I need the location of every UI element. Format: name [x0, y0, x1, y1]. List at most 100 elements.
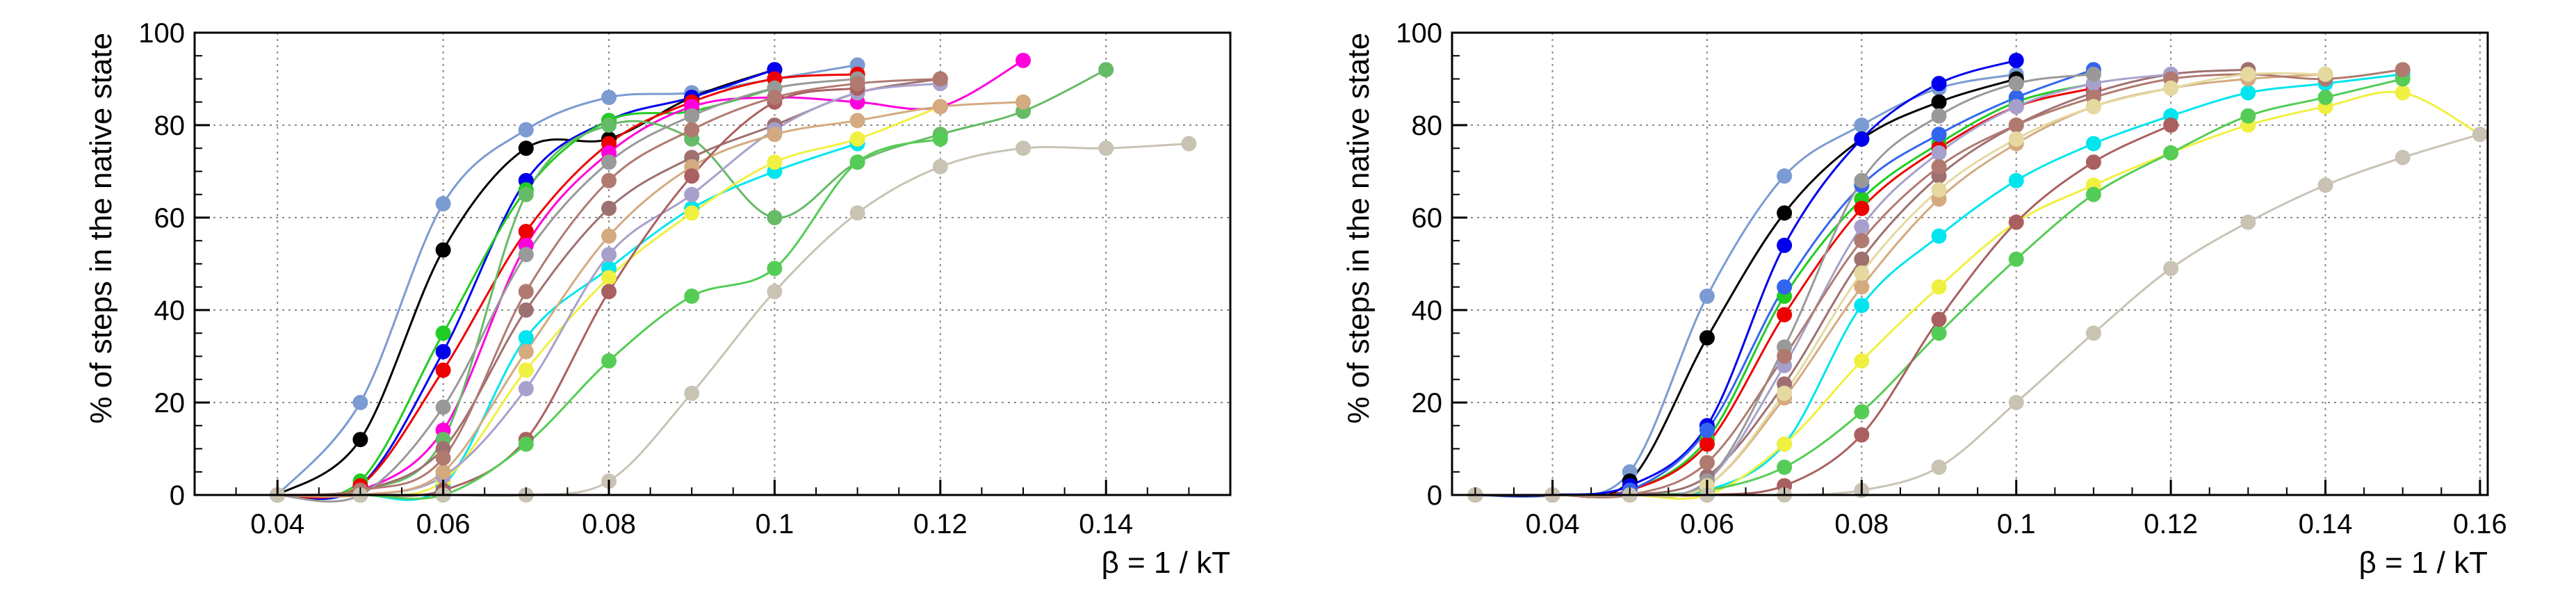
data-point [1854, 117, 1870, 133]
data-point [1931, 460, 1947, 476]
data-point [2085, 136, 2101, 152]
data-point [1854, 265, 1870, 281]
x-tick-label: 0.14 [2299, 509, 2353, 539]
series-line [277, 143, 1189, 497]
chart-left-svg: 0.04 0.06 0.08 0.1 0.12 0.14 0 20 40 60 80 100 β = 1… [84, 18, 1232, 580]
data-point [1016, 94, 1031, 110]
data-point [1854, 353, 1870, 369]
data-point [2008, 251, 2024, 267]
data-point [2472, 127, 2488, 143]
data-point [2240, 108, 2256, 124]
data-point [932, 99, 948, 115]
data-point [1016, 140, 1031, 156]
x-tick-label: 0.04 [250, 509, 304, 539]
series-line [277, 59, 1024, 498]
data-point [1931, 279, 1947, 295]
x-tick-label: 0.1 [756, 509, 794, 539]
data-point [435, 196, 451, 212]
data-point [684, 108, 700, 124]
series-line [1475, 72, 2326, 498]
data-point [435, 399, 451, 415]
data-point [1854, 279, 1870, 295]
data-point [1098, 62, 1114, 78]
data-point [2163, 117, 2179, 133]
data-point [2163, 261, 2179, 277]
data-point [435, 242, 451, 258]
x-tick-label: 0.06 [1680, 509, 1734, 539]
data-point [601, 228, 617, 244]
data-point [518, 330, 534, 346]
y-tick-label: 0 [1427, 480, 1442, 511]
series-line [277, 73, 858, 499]
data-point [1777, 460, 1793, 476]
data-point [2008, 117, 2024, 133]
data-point [601, 284, 617, 300]
data-point [1098, 140, 1114, 156]
y-tick-label: 80 [154, 111, 186, 141]
axis-ticks [194, 31, 1231, 496]
series-line [277, 78, 940, 496]
chart-right-svg: 0.04 0.06 0.08 0.1 0.12 0.14 0.16 0 20 40 60 80 100 β… [1342, 18, 2507, 580]
series-line [277, 68, 1107, 497]
data-point [435, 464, 451, 480]
data-point [2163, 80, 2179, 96]
data-point [2240, 66, 2256, 82]
data-point [1777, 279, 1793, 295]
y-tick-label: 100 [138, 18, 185, 49]
data-point [1016, 52, 1031, 68]
data-point [518, 343, 534, 359]
data-point [518, 223, 534, 239]
y-tick-label: 20 [1412, 388, 1443, 419]
y-axis-label: % of steps in the native state [84, 33, 118, 424]
data-point [1699, 455, 1715, 471]
data-point [1931, 182, 1947, 198]
data-point [601, 353, 617, 369]
data-point [2008, 131, 2024, 147]
data-point [435, 343, 451, 359]
data-point [1777, 385, 1793, 401]
data-point [435, 362, 451, 378]
x-tick-label: 0.1 [1997, 509, 2036, 539]
data-point [932, 159, 948, 174]
x-tick-label: 0.16 [2453, 509, 2507, 539]
series-line [277, 78, 858, 503]
data-point [849, 205, 865, 221]
y-tick-label: 0 [170, 480, 185, 511]
data-point [849, 76, 865, 92]
data-point [435, 325, 451, 341]
data-point [352, 432, 368, 448]
x-tick-label: 0.12 [913, 509, 968, 539]
data-point [684, 168, 700, 184]
data-point [849, 113, 865, 129]
data-point [518, 302, 534, 318]
x-tick-label: 0.06 [416, 509, 471, 539]
grid [1452, 32, 2488, 496]
data-point [601, 90, 617, 106]
data-point [684, 122, 700, 138]
data-point [2395, 62, 2411, 78]
data-point [2085, 325, 2101, 341]
data-point [601, 172, 617, 188]
data-point [518, 140, 534, 156]
y-tick-label: 60 [1412, 203, 1443, 234]
series-group [270, 52, 1197, 503]
series-line [1475, 73, 2171, 497]
data-point [1699, 422, 1715, 438]
data-point [767, 261, 783, 277]
series-line [1475, 73, 2326, 497]
data-point [849, 131, 865, 147]
data-point [2085, 66, 2101, 82]
y-tick-label: 40 [154, 295, 186, 326]
data-point [767, 284, 783, 300]
data-point [1931, 145, 1947, 161]
chart-panel-left: 0.04 0.06 0.08 0.1 0.12 0.14 0 20 40 60 80 100 β = 1… [84, 18, 1232, 580]
series-line [277, 101, 1024, 498]
data-point [1777, 436, 1793, 452]
data-point [2008, 214, 2024, 230]
data-point [684, 205, 700, 221]
y-axis-label: % of steps in the native state [1342, 33, 1376, 424]
x-axis-label: β = 1 / kT [1102, 546, 1230, 580]
x-tick-label: 0.12 [2144, 509, 2198, 539]
x-tick-label: 0.14 [1079, 509, 1133, 539]
x-tick-label: 0.08 [1834, 509, 1889, 539]
